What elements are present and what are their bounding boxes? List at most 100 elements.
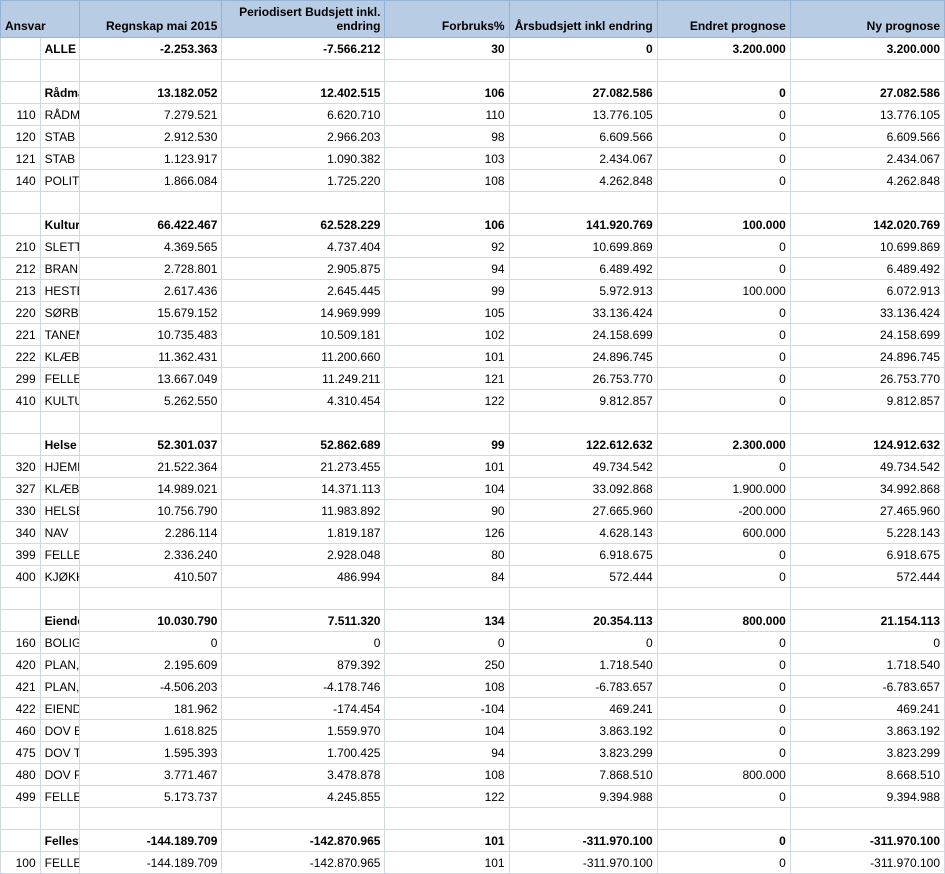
- blank-cell: [385, 60, 509, 82]
- cell-code: 100: [1, 852, 41, 874]
- cell-endret: 0: [657, 632, 790, 654]
- cell-arsbudsjett: 0: [509, 632, 657, 654]
- cell-ny: 27.082.586: [790, 82, 944, 104]
- cell-forbruk: 30: [385, 38, 509, 60]
- cell-regnskap: 5.173.737: [80, 786, 222, 808]
- cell-ny: -311.970.100: [790, 830, 944, 852]
- cell-periodisert: 12.402.515: [222, 82, 385, 104]
- cell-regnskap: 2.286.114: [80, 522, 222, 544]
- cell-endret: 0: [657, 544, 790, 566]
- cell-label: Rådmannen: [40, 82, 80, 104]
- cell-periodisert: 1.725.220: [222, 170, 385, 192]
- table-row: 100FELLESFORMÅL-144.189.709-142.870.9651…: [1, 852, 945, 874]
- header-arsbudsjett: Årsbudsjett inkl endring: [509, 1, 657, 38]
- cell-forbruk: 101: [385, 830, 509, 852]
- cell-periodisert: 4.737.404: [222, 236, 385, 258]
- blank-cell: [385, 808, 509, 830]
- cell-ny: 6.609.566: [790, 126, 944, 148]
- blank-cell: [790, 808, 944, 830]
- cell-regnskap: 2.195.609: [80, 654, 222, 676]
- cell-ny: 6.918.675: [790, 544, 944, 566]
- cell-label: HJEMMETJENESTEN: [40, 456, 80, 478]
- cell-ny: 49.734.542: [790, 456, 944, 478]
- table-row: 460DOV BYGG OG EIENDOM1.618.8251.559.970…: [1, 720, 945, 742]
- cell-endret: 0: [657, 566, 790, 588]
- cell-ny: -6.783.657: [790, 676, 944, 698]
- cell-regnskap: -2.253.363: [80, 38, 222, 60]
- cell-periodisert: 14.371.113: [222, 478, 385, 500]
- cell-label: KLÆBU UNGDOMSSKOLE: [40, 346, 80, 368]
- cell-code: [1, 82, 41, 104]
- cell-label: KULTUR, IDRETT OG FRITID: [40, 390, 80, 412]
- cell-arsbudsjett: 7.868.510: [509, 764, 657, 786]
- cell-periodisert: 14.969.999: [222, 302, 385, 324]
- blank-cell: [40, 412, 80, 434]
- cell-label: Fellesformål: [40, 830, 80, 852]
- header-regnskap: Regnskap mai 2015: [80, 1, 222, 38]
- cell-code: [1, 38, 41, 60]
- table-row: 480DOV RENHOLDERE3.771.4673.478.8781087.…: [1, 764, 945, 786]
- blank-cell: [385, 588, 509, 610]
- cell-forbruk: 92: [385, 236, 509, 258]
- cell-regnskap: 2.617.436: [80, 280, 222, 302]
- cell-code: 220: [1, 302, 41, 324]
- table-row: 410KULTUR, IDRETT OG FRITID5.262.5504.31…: [1, 390, 945, 412]
- cell-arsbudsjett: 27.082.586: [509, 82, 657, 104]
- blank-cell: [657, 808, 790, 830]
- cell-periodisert: 11.983.892: [222, 500, 385, 522]
- cell-arsbudsjett: 141.920.769: [509, 214, 657, 236]
- cell-forbruk: 105: [385, 302, 509, 324]
- cell-arsbudsjett: 3.863.192: [509, 720, 657, 742]
- cell-endret: 0: [657, 830, 790, 852]
- cell-regnskap: 1.595.393: [80, 742, 222, 764]
- cell-label: DOV TEKNISKE TJENESTER (VA + VEG): [40, 742, 80, 764]
- blank-cell: [222, 808, 385, 830]
- table-row: 110RÅDMANNEN7.279.5216.620.71011013.776.…: [1, 104, 945, 126]
- table-row: 421PLAN, EIENDOM OG KOMMUNALTEKNIKK - VV…: [1, 676, 945, 698]
- cell-periodisert: 0: [222, 632, 385, 654]
- table-row: 222KLÆBU UNGDOMSSKOLE11.362.43111.200.66…: [1, 346, 945, 368]
- cell-endret: 0: [657, 390, 790, 412]
- cell-label: NAV: [40, 522, 80, 544]
- cell-label: KJØKKENENHETEN: [40, 566, 80, 588]
- cell-label: KLÆBU SYKEHJEM: [40, 478, 80, 500]
- cell-periodisert: 4.245.855: [222, 786, 385, 808]
- cell-code: 327: [1, 478, 41, 500]
- cell-label: DOV RENHOLDERE: [40, 764, 80, 786]
- cell-label: Helse og omsorg: [40, 434, 80, 456]
- cell-ny: 9.812.857: [790, 390, 944, 412]
- cell-arsbudsjett: 6.609.566: [509, 126, 657, 148]
- cell-regnskap: 66.422.467: [80, 214, 222, 236]
- cell-code: 299: [1, 368, 41, 390]
- cell-ny: 33.136.424: [790, 302, 944, 324]
- blank-cell: [1, 588, 41, 610]
- cell-endret: 3.200.000: [657, 38, 790, 60]
- cell-ny: 26.753.770: [790, 368, 944, 390]
- cell-code: 420: [1, 654, 41, 676]
- blank-cell: [80, 808, 222, 830]
- blank-cell: [1, 192, 41, 214]
- cell-arsbudsjett: -311.970.100: [509, 852, 657, 874]
- cell-endret: 100.000: [657, 214, 790, 236]
- cell-code: 160: [1, 632, 41, 654]
- cell-code: 421: [1, 676, 41, 698]
- table-row: [1, 808, 945, 830]
- cell-forbruk: 122: [385, 786, 509, 808]
- cell-label: PLAN, EIENDOM OG KOMMUNALTEKNIKK: [40, 654, 80, 676]
- cell-ny: 8.668.510: [790, 764, 944, 786]
- cell-arsbudsjett: 33.136.424: [509, 302, 657, 324]
- cell-endret: 0: [657, 104, 790, 126]
- cell-arsbudsjett: 6.918.675: [509, 544, 657, 566]
- cell-forbruk: 104: [385, 720, 509, 742]
- cell-periodisert: 7.511.320: [222, 610, 385, 632]
- table-row: 140POLITISKE ORGANER1.866.0841.725.22010…: [1, 170, 945, 192]
- cell-regnskap: 10.756.790: [80, 500, 222, 522]
- table-row: 422EIENDOMSKONTORET181.962-174.454-10446…: [1, 698, 945, 720]
- blank-cell: [657, 192, 790, 214]
- cell-forbruk: 99: [385, 280, 509, 302]
- cell-code: 330: [1, 500, 41, 522]
- blank-cell: [222, 588, 385, 610]
- cell-arsbudsjett: 24.896.745: [509, 346, 657, 368]
- cell-forbruk: 94: [385, 258, 509, 280]
- cell-regnskap: 13.667.049: [80, 368, 222, 390]
